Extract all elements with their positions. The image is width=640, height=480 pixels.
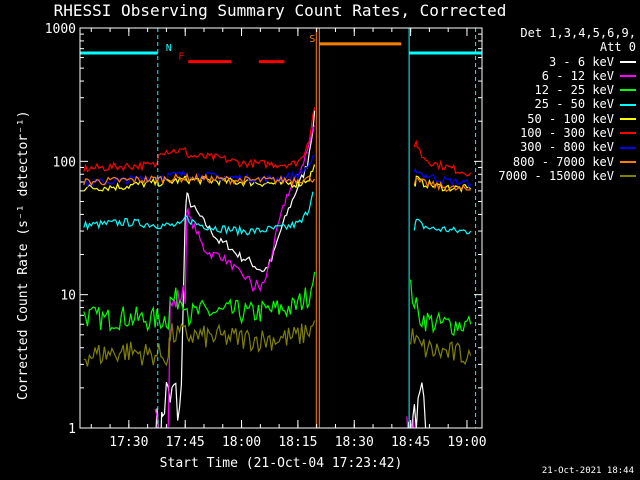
legend-entry: 100 - 300 keV: [498, 126, 636, 140]
series-line-800-7000-kev: [83, 172, 471, 193]
y-tick-label: 100: [53, 155, 76, 170]
legend-entry: 7000 - 15000 keV: [498, 169, 636, 183]
x-tick-label: 18:00: [222, 435, 261, 450]
legend-swatch: [620, 175, 636, 178]
legend-entry-label: 800 - 7000 keV: [512, 154, 614, 169]
legend-entry: 50 - 100 keV: [498, 112, 636, 126]
legend-entry-label: 300 - 800 keV: [520, 140, 614, 155]
legend-attenuator: Att 0: [599, 40, 636, 55]
legend: Det 1,3,4,5,6,9, Att 0 3 - 6 keV 6 - 12 k…: [498, 26, 636, 183]
legend-entry-label: 6 - 12 keV: [541, 68, 614, 83]
legend-swatch: [620, 132, 636, 135]
x-tick-label: 18:30: [335, 435, 374, 450]
flag-label-f: F: [178, 52, 184, 63]
legend-entry-label: 7000 - 15000 keV: [498, 168, 614, 183]
plot-frame: [79, 27, 483, 429]
flag-label-s: S: [309, 34, 315, 45]
x-tick-label: 19:00: [447, 435, 486, 450]
legend-entry: 3 - 6 keV: [498, 55, 636, 69]
legend-detectors: Det 1,3,4,5,6,9,: [520, 26, 636, 40]
legend-entry: 800 - 7000 keV: [498, 155, 636, 169]
legend-swatch: [620, 60, 636, 63]
flag-label-n: N: [166, 43, 172, 54]
legend-entry-label: 100 - 300 keV: [520, 126, 614, 141]
series-line-100-300-kev: [83, 107, 472, 177]
legend-swatch: [620, 89, 636, 92]
y-tick-label: 10: [60, 289, 76, 304]
y-tick-label: 1000: [45, 22, 76, 37]
legend-entry-label: 3 - 6 keV: [548, 54, 614, 69]
chart-title: RHESSI Observing Summary Count Rates, Co…: [53, 1, 507, 20]
series-line-12-25-kev: [83, 271, 472, 337]
y-tick-label: 1: [68, 422, 76, 437]
series-line-6-12-kev: [154, 125, 419, 428]
series-line-300-800-kev: [83, 154, 472, 189]
legend-entry-label: 25 - 50 keV: [534, 97, 614, 112]
legend-entry: 25 - 50 keV: [498, 97, 636, 111]
x-tick-label: 17:45: [166, 435, 205, 450]
legend-entry: 6 - 12 keV: [498, 69, 636, 83]
x-tick-label: 18:15: [278, 435, 317, 450]
legend-entry: 300 - 800 keV: [498, 140, 636, 154]
legend-swatch: [620, 103, 636, 106]
x-axis-label: Start Time (21-Oct-04 17:23:42): [159, 456, 403, 471]
legend-swatch: [620, 146, 636, 149]
series-line-25-50-kev: [83, 191, 472, 237]
x-tick-label: 18:45: [391, 435, 430, 450]
series-line-3-6-kev: [155, 110, 427, 428]
legend-entry-label: 12 - 25 keV: [534, 83, 614, 98]
footer-timestamp: 21-Oct-2021 18:44: [541, 466, 634, 476]
legend-swatch: [620, 117, 636, 120]
legend-swatch: [620, 75, 636, 78]
legend-entry: 12 - 25 keV: [498, 83, 636, 97]
series-line-7000-15000-kev: [83, 320, 472, 367]
x-tick-label: 17:30: [109, 435, 148, 450]
legend-swatch: [620, 160, 636, 163]
legend-entry-label: 50 - 100 keV: [527, 111, 614, 126]
